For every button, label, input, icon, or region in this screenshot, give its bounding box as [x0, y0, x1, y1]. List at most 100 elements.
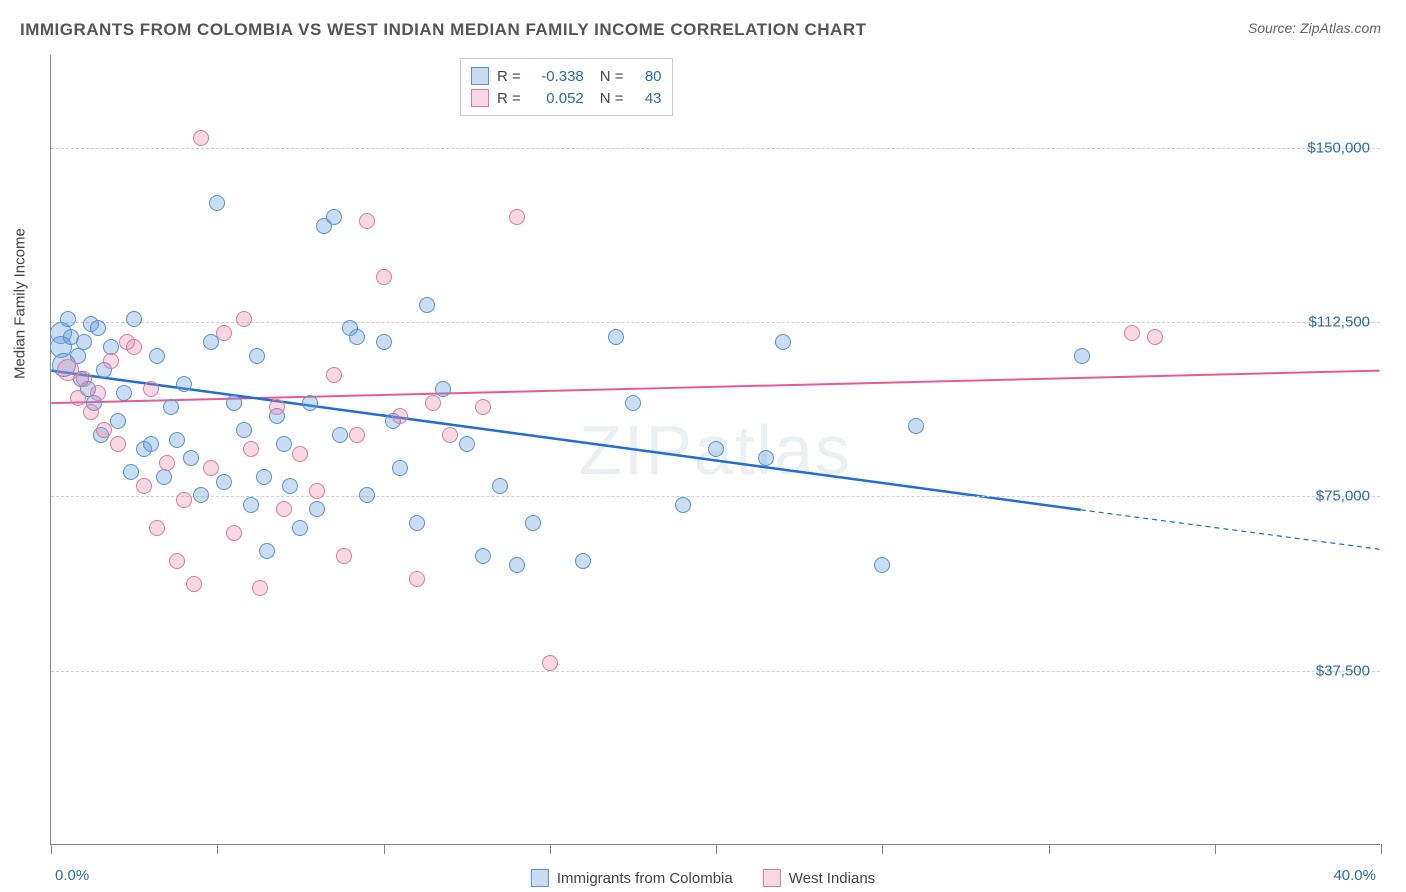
x-tick [716, 844, 717, 854]
point-colombia [236, 422, 252, 438]
point-colombia [625, 395, 641, 411]
point-westindian [336, 548, 352, 564]
point-colombia [216, 474, 232, 490]
n-value: 80 [632, 68, 662, 85]
point-westindian [292, 446, 308, 462]
series-name: West Indians [789, 870, 875, 887]
point-colombia [326, 209, 342, 225]
legend-item: Immigrants from Colombia [531, 869, 733, 887]
point-colombia [176, 376, 192, 392]
point-colombia [243, 497, 259, 513]
r-label: R = [497, 68, 521, 85]
point-westindian [359, 213, 375, 229]
point-colombia [76, 334, 92, 350]
x-tick [384, 844, 385, 854]
y-axis-title: Median Family Income [12, 228, 29, 379]
point-colombia [908, 418, 924, 434]
point-colombia [292, 520, 308, 536]
x-tick [1381, 844, 1382, 854]
point-westindian [203, 460, 219, 476]
point-westindian [309, 483, 325, 499]
point-colombia [302, 395, 318, 411]
point-westindian [409, 571, 425, 587]
y-tick-label: $37,500 [1316, 662, 1370, 679]
x-tick [550, 844, 551, 854]
point-westindian [110, 436, 126, 452]
point-colombia [149, 348, 165, 364]
point-colombia [575, 553, 591, 569]
point-colombia [392, 460, 408, 476]
point-westindian [236, 311, 252, 327]
series-swatch-westindian [763, 869, 781, 887]
point-colombia [143, 436, 159, 452]
point-colombia [675, 497, 691, 513]
point-colombia [435, 381, 451, 397]
point-westindian [103, 353, 119, 369]
point-colombia [259, 543, 275, 559]
point-colombia [276, 436, 292, 452]
point-colombia [126, 311, 142, 327]
point-colombia [332, 427, 348, 443]
series-name: Immigrants from Colombia [557, 870, 733, 887]
point-colombia [758, 450, 774, 466]
point-westindian [216, 325, 232, 341]
point-westindian [83, 404, 99, 420]
series-swatch-colombia [471, 67, 489, 85]
point-colombia [376, 334, 392, 350]
legend-correlation-box: R = -0.338 N = 80 R = 0.052 N = 43 [460, 58, 673, 116]
x-tick [882, 844, 883, 854]
point-colombia [509, 557, 525, 573]
x-tick [1049, 844, 1050, 854]
gridline [51, 148, 1380, 149]
point-colombia [708, 441, 724, 457]
point-colombia [419, 297, 435, 313]
point-westindian [76, 371, 92, 387]
legend-row: R = 0.052 N = 43 [471, 87, 662, 109]
point-colombia [492, 478, 508, 494]
point-westindian [143, 381, 159, 397]
point-westindian [442, 427, 458, 443]
point-colombia [1074, 348, 1090, 364]
x-axis-start-label: 0.0% [55, 867, 89, 884]
point-colombia [209, 195, 225, 211]
point-colombia [156, 469, 172, 485]
point-westindian [326, 367, 342, 383]
point-westindian [425, 395, 441, 411]
series-swatch-westindian [471, 89, 489, 107]
point-westindian [349, 427, 365, 443]
chart-container: IMMIGRANTS FROM COLOMBIA VS WEST INDIAN … [0, 0, 1406, 892]
n-label: N = [600, 68, 624, 85]
n-label: N = [600, 90, 624, 107]
point-westindian [376, 269, 392, 285]
point-colombia [409, 515, 425, 531]
point-colombia [116, 385, 132, 401]
chart-source: Source: ZipAtlas.com [1248, 20, 1381, 36]
point-westindian [542, 655, 558, 671]
plot-area: ZIPatlas $37,500$75,000$112,500$150,000 [50, 55, 1380, 845]
legend-item: West Indians [763, 869, 875, 887]
y-tick-label: $150,000 [1307, 139, 1370, 156]
point-westindian [186, 576, 202, 592]
point-westindian [509, 209, 525, 225]
point-westindian [90, 385, 106, 401]
point-colombia [123, 464, 139, 480]
point-westindian [176, 492, 192, 508]
point-westindian [252, 580, 268, 596]
point-westindian [475, 399, 491, 415]
point-westindian [169, 553, 185, 569]
legend-series-box: Immigrants from Colombia West Indians [531, 869, 875, 887]
point-colombia [249, 348, 265, 364]
point-colombia [874, 557, 890, 573]
series-swatch-colombia [531, 869, 549, 887]
point-westindian [159, 455, 175, 471]
point-colombia [359, 487, 375, 503]
r-value: 0.052 [529, 90, 584, 107]
point-colombia [169, 432, 185, 448]
point-colombia [226, 395, 242, 411]
chart-title: IMMIGRANTS FROM COLOMBIA VS WEST INDIAN … [20, 20, 866, 40]
point-westindian [193, 130, 209, 146]
point-colombia [608, 329, 624, 345]
point-colombia [282, 478, 298, 494]
point-westindian [392, 408, 408, 424]
point-westindian [136, 478, 152, 494]
